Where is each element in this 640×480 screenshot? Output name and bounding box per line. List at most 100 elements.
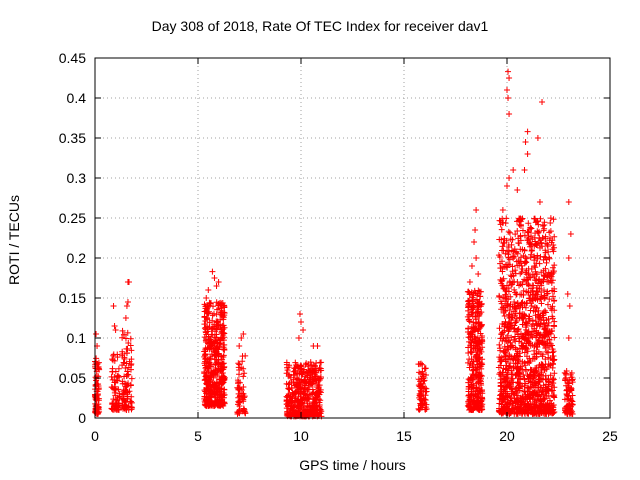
data-point (215, 366, 222, 373)
data-point (217, 321, 224, 328)
data-point (291, 365, 298, 372)
data-point (298, 376, 305, 383)
data-point (310, 406, 317, 413)
data-point (212, 398, 219, 405)
data-point (298, 363, 305, 370)
y-tick-label: 0.45 (59, 50, 86, 66)
data-point (124, 393, 131, 400)
data-point (295, 384, 302, 391)
data-point (235, 360, 242, 367)
data-point (112, 401, 119, 408)
data-point (123, 381, 130, 388)
data-point (283, 393, 290, 400)
data-point (115, 386, 122, 393)
data-point (296, 403, 303, 410)
data-point (119, 348, 126, 355)
data-points (92, 68, 576, 420)
data-point (304, 400, 311, 407)
data-point (417, 387, 424, 394)
data-point (236, 361, 243, 368)
data-point (416, 406, 423, 413)
data-point (316, 399, 323, 406)
data-point (203, 398, 210, 405)
data-point (309, 391, 316, 398)
data-point (124, 382, 131, 389)
data-point (240, 396, 247, 403)
data-point (290, 404, 297, 411)
data-point (215, 279, 222, 285)
data-point (285, 412, 292, 419)
data-point (315, 385, 322, 392)
data-point (220, 341, 227, 348)
data-point (285, 392, 291, 399)
data-point (219, 309, 226, 316)
data-point (201, 368, 208, 375)
data-point (209, 331, 216, 338)
data-point (288, 385, 295, 392)
data-point (309, 402, 316, 409)
data-point (221, 363, 228, 370)
data-point (210, 339, 217, 346)
data-point (220, 337, 227, 344)
data-point (205, 287, 212, 293)
data-point (309, 410, 316, 417)
data-point (201, 313, 208, 320)
y-tick-label: 0 (78, 410, 86, 426)
data-point (303, 411, 310, 418)
data-point (218, 334, 225, 341)
data-point (419, 370, 426, 377)
data-point (113, 400, 120, 407)
data-point (300, 368, 307, 375)
data-point (124, 346, 131, 353)
data-point (127, 342, 134, 349)
data-point (203, 390, 210, 397)
data-point (122, 335, 129, 342)
data-point (203, 329, 210, 336)
data-point (417, 400, 424, 407)
data-point (287, 406, 294, 413)
data-point (110, 352, 117, 359)
data-point (418, 400, 425, 407)
data-point (207, 336, 214, 343)
chart-title: Day 308 of 2018, Rate Of TEC Index for r… (151, 18, 489, 34)
data-point (95, 382, 102, 389)
y-tick-label: 0.3 (67, 170, 87, 186)
data-point (209, 268, 216, 275)
data-point (239, 358, 246, 365)
data-point (93, 331, 100, 337)
data-point (421, 365, 428, 372)
data-point (115, 365, 122, 372)
data-point (313, 389, 320, 396)
data-point (124, 368, 131, 375)
data-point (298, 319, 304, 325)
data-point (417, 392, 424, 399)
data-point (420, 375, 427, 382)
data-point (206, 386, 213, 393)
x-tick-label: 0 (91, 428, 99, 444)
data-point (125, 403, 132, 410)
data-point (207, 401, 214, 408)
data-point (92, 374, 99, 381)
data-point (211, 353, 218, 360)
data-point (419, 397, 426, 404)
data-point (314, 343, 321, 349)
data-point (201, 360, 208, 367)
data-point (422, 406, 429, 413)
x-tick-label: 15 (396, 428, 412, 444)
data-point (114, 397, 121, 404)
data-point (302, 361, 309, 368)
data-point (302, 407, 309, 414)
data-point (115, 372, 122, 379)
data-point (317, 406, 324, 413)
data-point (123, 303, 130, 309)
data-point (220, 392, 227, 399)
data-point (204, 344, 211, 351)
data-point (128, 356, 135, 363)
data-point (314, 375, 321, 382)
data-point (215, 357, 222, 364)
data-point (300, 402, 307, 409)
data-point (120, 395, 127, 402)
data-point (114, 354, 121, 361)
data-point (292, 399, 299, 406)
